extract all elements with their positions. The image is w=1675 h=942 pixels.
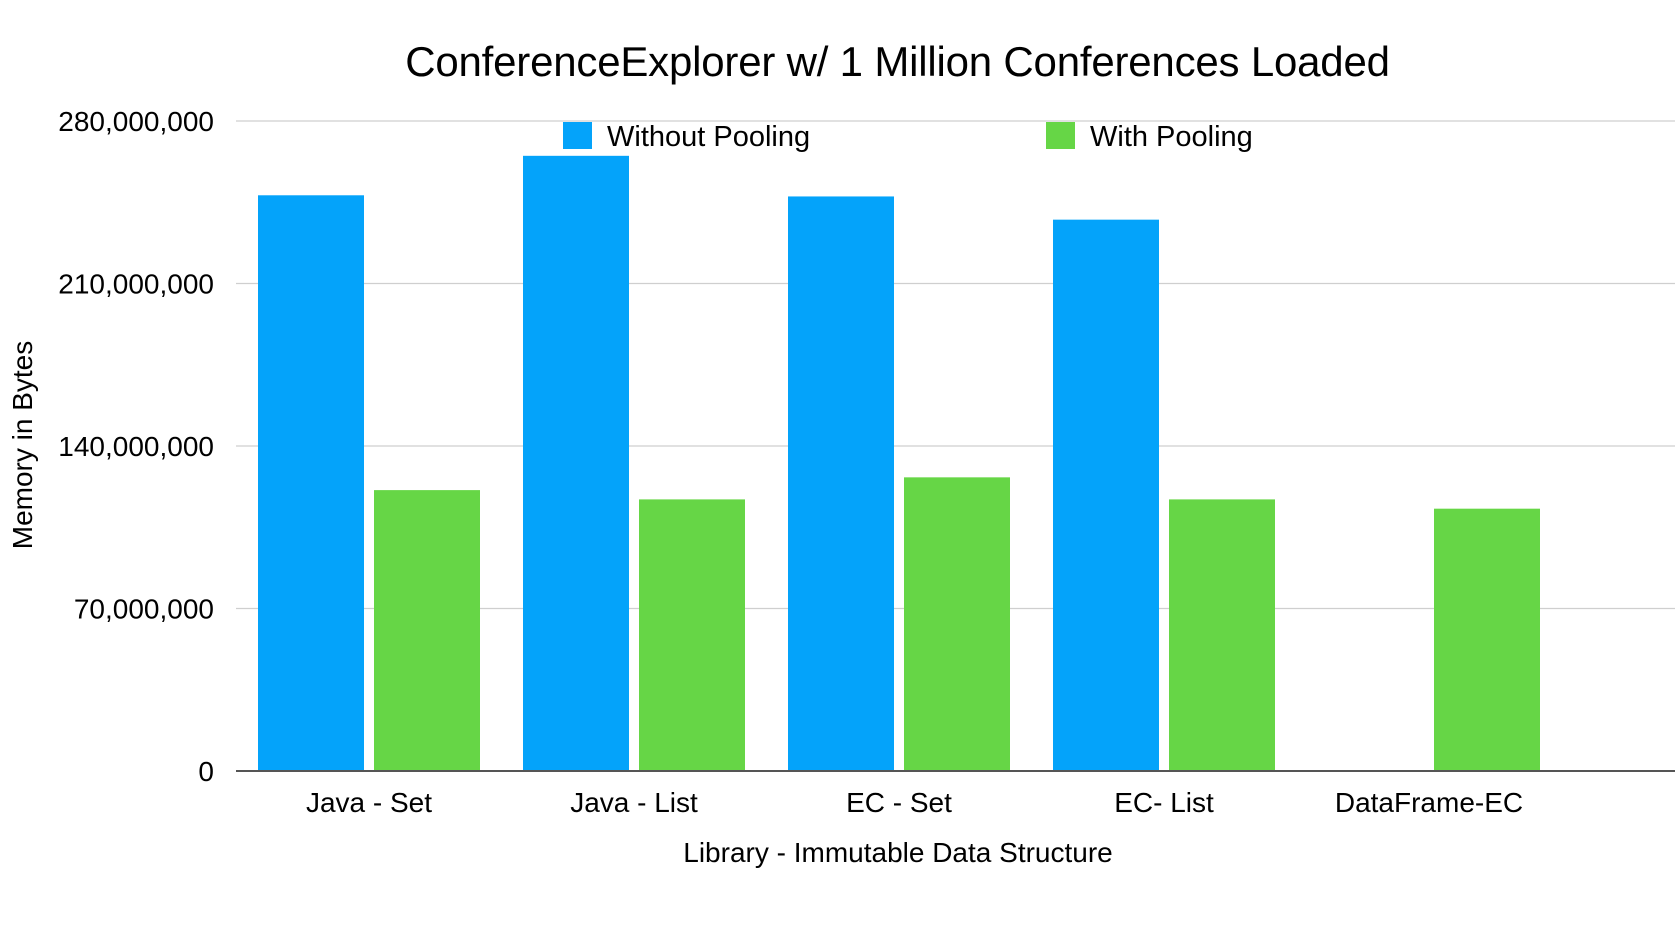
x-tick-label: EC - Set [846,787,952,818]
y-tick-labels: 0 70,000,000 140,000,000 210,000,000 280,000… [58,106,214,787]
x-tick-labels: Java - Set Java - List EC - Set EC- List Dat… [306,787,1523,818]
legend-label: Without Pooling [607,121,810,153]
y-tick-label: 210,000,000 [58,269,214,300]
y-tick-label: 0 [198,756,214,787]
y-tick-label: 70,000,000 [74,594,214,625]
x-tick-label: DataFrame-EC [1335,787,1523,818]
legend-label: With Pooling [1090,121,1253,153]
bar-with-pooling [1434,508,1540,771]
y-tick-label: 280,000,000 [58,106,214,137]
bar-without-pooling [788,196,894,772]
x-tick-label: Java - List [570,787,698,818]
chart-title: ConferenceExplorer w/ 1 Million Conferen… [405,38,1390,85]
bar-without-pooling [1053,219,1159,772]
bars [258,155,1540,772]
bar-with-pooling [374,490,480,771]
legend: Without Pooling With Pooling [563,121,1253,153]
x-axis-title: Library - Immutable Data Structure [683,837,1113,868]
legend-swatch [563,122,592,149]
y-tick-label: 140,000,000 [58,431,214,462]
x-tick-label: Java - Set [306,787,432,818]
bar-without-pooling [523,155,629,772]
x-tick-label: EC- List [1114,787,1214,818]
legend-swatch [1046,122,1075,149]
bar-with-pooling [904,477,1010,771]
y-axis-title: Memory in Bytes [7,341,38,550]
bar-with-pooling [639,499,745,771]
bar-without-pooling [258,195,364,772]
bar-with-pooling [1169,499,1275,771]
